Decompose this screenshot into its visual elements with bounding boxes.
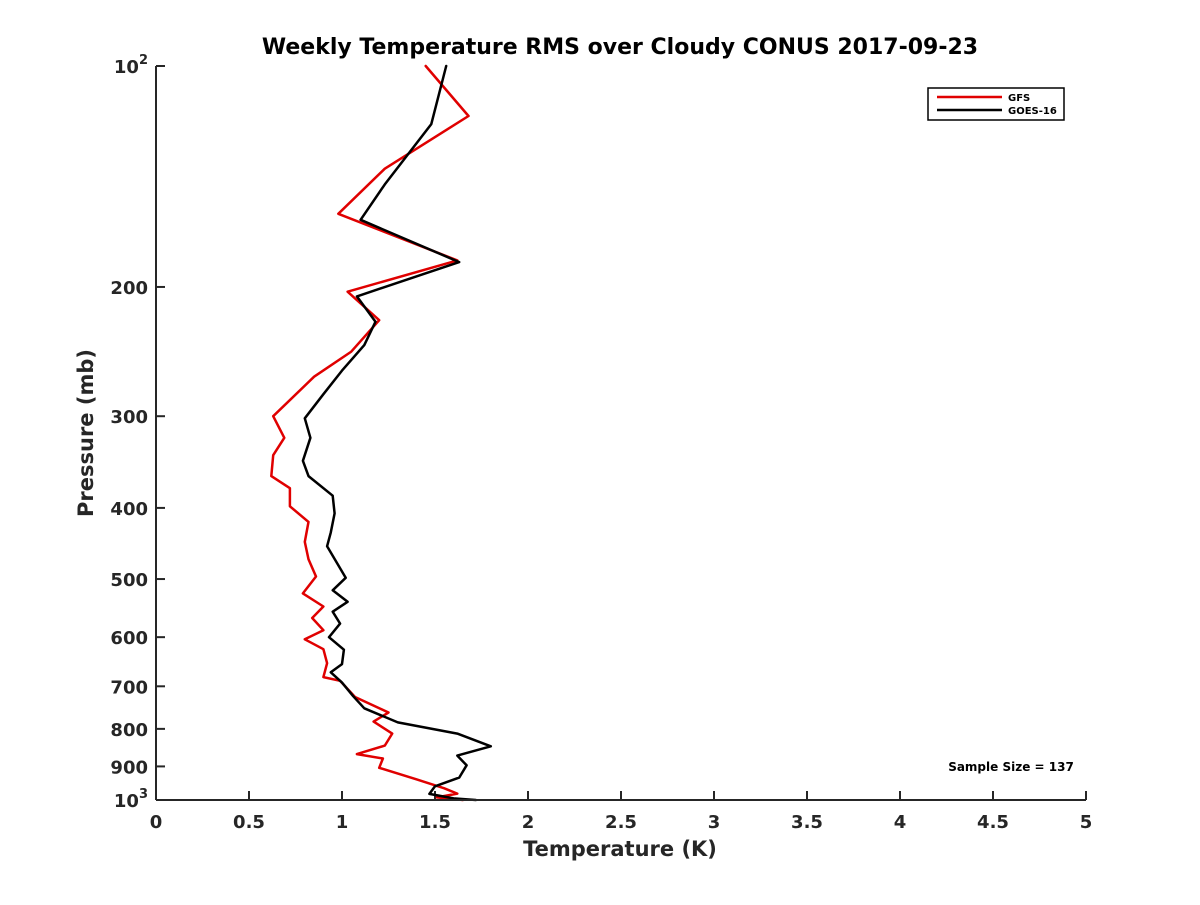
sample-size-annotation: Sample Size = 137 [948, 760, 1074, 774]
y-tick-label: 800 [110, 720, 148, 741]
y-tick-exponent: 3 [139, 787, 148, 802]
series-line-goes-16 [301, 64, 493, 802]
x-tick-label: 3 [708, 812, 721, 833]
x-tick-label: 2.5 [605, 812, 637, 833]
y-axis-label: Pressure (mb) [74, 349, 98, 517]
series-lines [270, 64, 493, 802]
y-tick-exponent: 2 [139, 53, 148, 68]
legend-label: GOES-16 [1008, 106, 1057, 117]
y-tick-label: 900 [110, 757, 148, 778]
x-tick-label: 4 [894, 812, 907, 833]
y-tick-base: 700 [110, 677, 148, 698]
x-tick-label: 4.5 [977, 812, 1009, 833]
series-line-gfs [270, 64, 470, 802]
y-tick-base: 400 [110, 499, 148, 520]
x-tick-label: 5 [1080, 812, 1093, 833]
y-tick-label: 500 [110, 570, 148, 591]
y-tick-label: 700 [110, 677, 148, 698]
legend: GFS GOES-16 [927, 87, 1065, 121]
x-tick-label: 0 [150, 812, 163, 833]
y-tick-label: 600 [110, 628, 148, 649]
y-tick-label: 103 [114, 787, 148, 812]
x-tick-label: 1 [336, 812, 349, 833]
x-tick-label: 1.5 [419, 812, 451, 833]
y-tick-label: 102 [114, 53, 148, 78]
x-tick-label: 0.5 [233, 812, 265, 833]
x-axis-label: Temperature (K) [523, 837, 717, 861]
y-tick-base: 300 [110, 407, 148, 428]
legend-label: GFS [1008, 93, 1030, 104]
y-tick-label: 400 [110, 499, 148, 520]
y-tick-label: 200 [110, 278, 148, 299]
axes [155, 66, 1086, 801]
x-tick-label: 2 [522, 812, 535, 833]
legend-box [927, 87, 1065, 121]
x-tick-label: 3.5 [791, 812, 823, 833]
y-tick-base: 800 [110, 720, 148, 741]
y-tick-base: 500 [110, 570, 148, 591]
y-tick-base: 900 [110, 757, 148, 778]
y-tick-base: 10 [114, 791, 139, 812]
chart-title: Weekly Temperature RMS over Cloudy CONUS… [262, 35, 978, 60]
y-tick-base: 10 [114, 57, 139, 78]
y-tick-base: 200 [110, 278, 148, 299]
x-axis-ticks: 0 0.5 1 1.5 2 2.5 3 3.5 4 4.5 5 [150, 791, 1093, 833]
y-tick-base: 600 [110, 628, 148, 649]
y-tick-label: 300 [110, 407, 148, 428]
